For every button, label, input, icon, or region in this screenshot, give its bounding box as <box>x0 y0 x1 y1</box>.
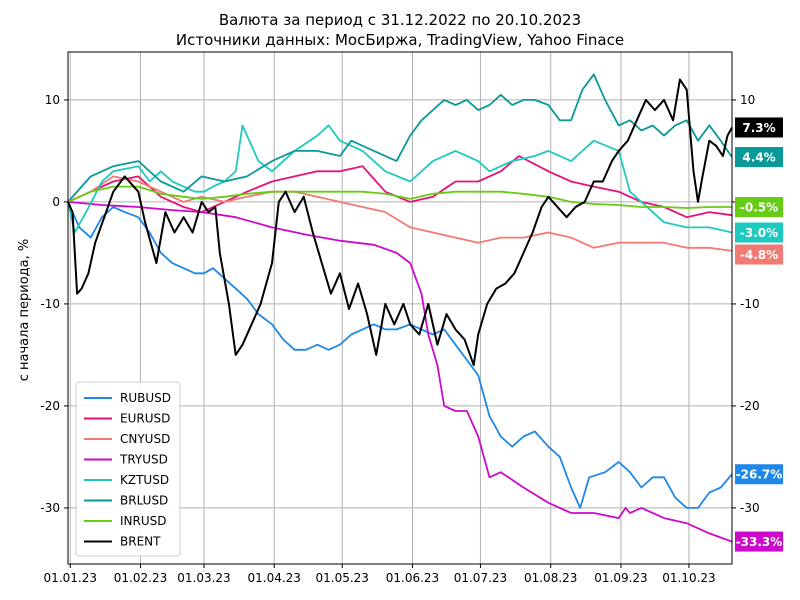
x-tick-label: 01.05.23 <box>315 571 368 585</box>
x-tick-label: 01.06.23 <box>386 571 439 585</box>
legend-label-rubusd: RUBUSD <box>120 391 171 405</box>
series-line-tryusd <box>67 201 733 543</box>
x-tick-label: 01.07.23 <box>454 571 507 585</box>
y-tick-label-left: -30 <box>40 501 60 515</box>
end-badge-brent <box>735 117 783 138</box>
x-tick-label: 01.04.23 <box>248 571 301 585</box>
y-tick-label-right: 10 <box>740 93 755 107</box>
end-labels: 7.3% 4.4% -0.5% -3.0% -4.8% -26.7% -33.3% <box>735 117 783 552</box>
end-badge-label-kztusd: -3.0% <box>740 226 778 240</box>
y-tick-label-left: 0 <box>52 195 60 209</box>
legend-label-inrusd: INRUSD <box>120 514 167 528</box>
x-tick-label: 01.08.23 <box>524 571 577 585</box>
x-tick-label: 01.10.23 <box>662 571 715 585</box>
legend-label-eurusd: EURUSD <box>120 412 170 426</box>
plot-frame <box>67 51 733 565</box>
end-badge-label-tryusd: -33.3% <box>736 535 783 549</box>
end-badge-label-rubusd: -26.7% <box>736 468 783 482</box>
series-layer <box>67 73 733 543</box>
end-badge-inrusd <box>735 197 783 218</box>
legend-label-kztusd: KZTUSD <box>120 473 169 487</box>
legend-label-cnyusd: CNYUSD <box>120 432 170 446</box>
x-tick-label: 01.02.23 <box>114 571 167 585</box>
series-line-rubusd <box>67 201 733 509</box>
legend-box <box>75 381 181 557</box>
end-badge-tryusd <box>735 531 783 552</box>
legend: RUBUSD EURUSD CNYUSD TRYUSD KZTUSD BRLUSD INRU… <box>75 381 181 557</box>
end-badge-kztusd <box>735 222 783 243</box>
legend-label-brent: BRENT <box>120 535 161 549</box>
end-badge-cnyusd <box>735 244 783 265</box>
series-line-brlusd <box>67 73 733 203</box>
grid <box>68 52 732 564</box>
end-badge-label-brent: 7.3% <box>742 121 775 135</box>
chart-subtitle: Источники данных: МосБиржа, TradingView,… <box>176 31 624 49</box>
ticks: 01.01.23 01.02.23 01.03.23 01.04.23 01.05.23… <box>40 93 759 585</box>
series-line-cnyusd <box>67 175 733 252</box>
end-badge-label-inrusd: -0.5% <box>740 201 778 215</box>
legend-label-brlusd: BRLUSD <box>120 494 168 508</box>
end-badge-brlusd <box>735 147 783 168</box>
x-tick-label: 01.01.23 <box>44 571 97 585</box>
x-tick-label: 01.09.23 <box>594 571 647 585</box>
y-tick-label-left: 10 <box>45 93 60 107</box>
end-badge-rubusd <box>735 464 783 485</box>
series-line-brent <box>67 78 733 367</box>
y-tick-label-right: -10 <box>740 297 760 311</box>
y-tick-label-left: -10 <box>40 297 60 311</box>
x-tick-label: 01.03.23 <box>177 571 230 585</box>
y-tick-label-right: -30 <box>740 501 760 515</box>
y-axis-label: с начала периода, % <box>17 239 32 382</box>
y-tick-label-left: -20 <box>40 399 60 413</box>
legend-label-tryusd: TRYUSD <box>119 453 168 467</box>
series-line-inrusd <box>67 185 732 209</box>
chart-title: Валюта за период с 31.12.2022 по 20.10.2… <box>219 11 581 29</box>
y-tick-label-right: -20 <box>740 399 760 413</box>
end-badge-label-brlusd: 4.4% <box>742 151 775 165</box>
end-badge-label-cnyusd: -4.8% <box>740 248 778 262</box>
